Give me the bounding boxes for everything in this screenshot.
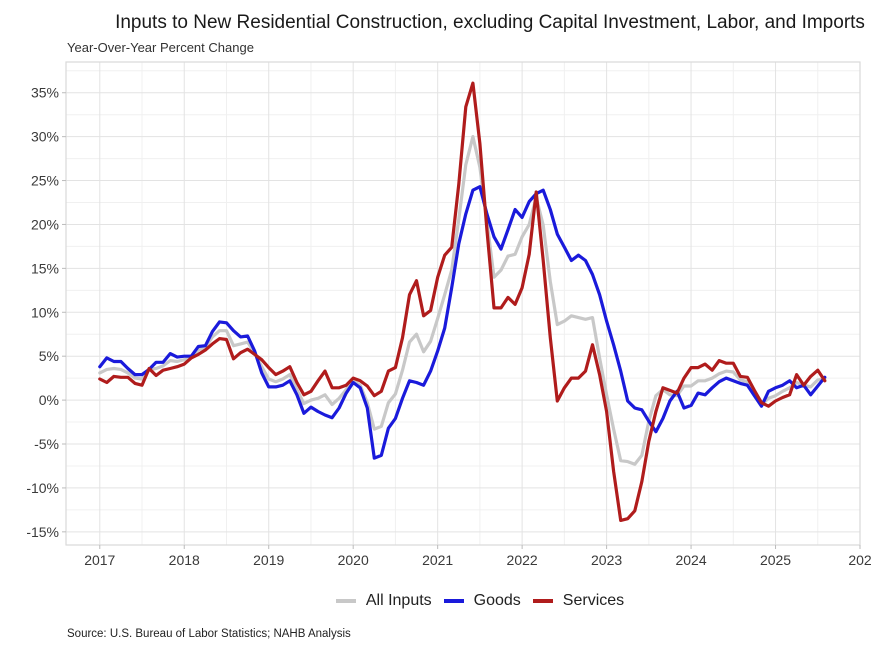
x-tick-label: 2020 xyxy=(338,552,369,568)
series-line-services xyxy=(98,81,827,523)
x-tick-label: 202 xyxy=(848,552,872,568)
y-tick-label: -15% xyxy=(26,524,59,540)
y-tick-label: 10% xyxy=(31,304,59,320)
chart-subtitle: Year-Over-Year Percent Change xyxy=(67,40,254,55)
y-axis: 35% 30% 25% 20% 15% 10% 5% 0% -5% -10% -15% xyxy=(26,85,66,540)
line-chart: 35%30%25%20%15%10%5%0%-5%-10%-15% 2017 20… xyxy=(26,61,872,568)
legend-item-goods[interactable]: Goods xyxy=(443,592,521,610)
x-tick-label: 2023 xyxy=(591,552,622,568)
chart-title: Inputs to New Residential Construction, … xyxy=(115,12,865,33)
x-tick-label: 2022 xyxy=(507,552,538,568)
major-gridlines xyxy=(66,62,861,545)
x-tick-label: 2024 xyxy=(675,552,706,568)
series-line-goods xyxy=(98,185,827,460)
y-tick-label: 30% xyxy=(31,129,59,145)
legend-swatch-all-inputs xyxy=(335,599,356,603)
y-tick-label: 20% xyxy=(31,216,59,232)
y-tick-label: 5% xyxy=(39,348,59,364)
y-tick-label: 25% xyxy=(31,173,59,189)
x-tick-label: 2019 xyxy=(253,552,284,568)
legend-label: Services xyxy=(562,592,625,609)
series-line-all-inputs xyxy=(98,135,827,466)
series-lines xyxy=(98,81,827,523)
legend-item-services[interactable]: Services xyxy=(532,592,625,610)
x-tick-label: 2021 xyxy=(422,552,453,568)
x-tick-label: 2018 xyxy=(169,552,200,568)
x-tick-label: 2025 xyxy=(760,552,791,568)
legend-label: All Inputs xyxy=(365,592,432,609)
legend: All Inputs Goods Services xyxy=(0,592,894,610)
y-tick-label: 35% xyxy=(31,85,59,101)
x-tick-label: 2017 xyxy=(84,552,115,568)
legend-swatch-goods xyxy=(443,599,464,603)
y-tick-label: -10% xyxy=(26,480,59,496)
plot-frame xyxy=(65,61,861,546)
x-axis: 2017 2018 2019 2020 2021 2022 2023 2024 2025 202 xyxy=(84,545,872,568)
y-tick-label: -5% xyxy=(34,436,59,452)
legend-item-all-inputs[interactable]: All Inputs xyxy=(335,592,432,610)
y-tick-label: 0% xyxy=(39,392,59,408)
legend-swatch-services xyxy=(532,599,553,603)
y-tick-label: 15% xyxy=(31,260,59,276)
legend-label: Goods xyxy=(473,592,521,609)
source-note: Source: U.S. Bureau of Labor Statistics;… xyxy=(67,628,351,640)
